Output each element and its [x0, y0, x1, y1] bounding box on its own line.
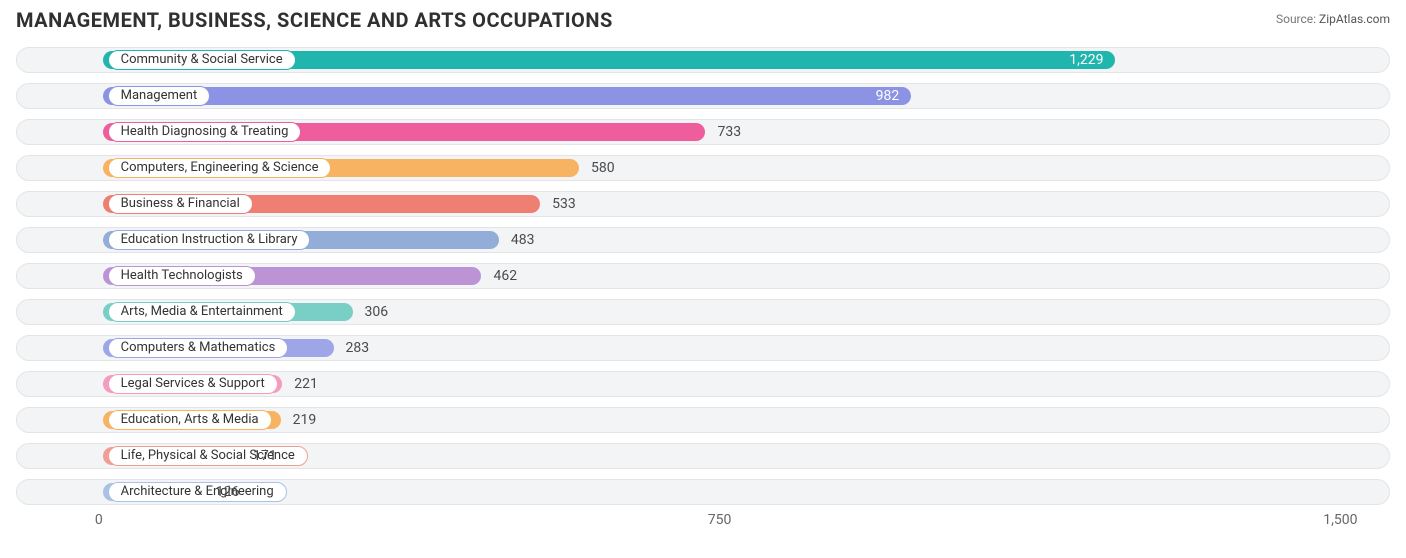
bar-track: Legal Services & Support 221 [16, 371, 1390, 397]
bar-row: Health Technologists 462 [16, 258, 1390, 294]
category-label-pill: Business & Financial [108, 194, 253, 214]
bar-row: Management 982 [16, 78, 1390, 114]
x-axis-tick: 750 [708, 512, 732, 528]
category-label-pill: Life, Physical & Social Science [108, 446, 308, 466]
bar-track: Architecture & Engineering126 [16, 479, 1390, 505]
bar-row: Architecture & Engineering126 [16, 474, 1390, 510]
bar-value-label: 283 [346, 340, 370, 356]
bar-value-label: 1,229 [1069, 52, 1103, 68]
bar-row: Legal Services & Support 221 [16, 366, 1390, 402]
header: MANAGEMENT, BUSINESS, SCIENCE AND ARTS O… [0, 0, 1406, 36]
category-label-pill: Computers & Mathematics [108, 338, 289, 358]
bar-value-label: 221 [294, 376, 318, 392]
bar-row: Arts, Media & Entertainment 306 [16, 294, 1390, 330]
bar-row: Health Diagnosing & Treating 733 [16, 114, 1390, 150]
bar-track: Business & Financial 533 [16, 191, 1390, 217]
bar-value-label: 462 [493, 268, 517, 284]
bar-track: Health Technologists 462 [16, 263, 1390, 289]
bar-value-label: 580 [591, 160, 615, 176]
bar-track: Computers, Engineering & Science 580 [16, 155, 1390, 181]
source-value: ZipAtlas.com [1319, 12, 1390, 26]
bar-value-label: 533 [552, 196, 576, 212]
bar-row: Education, Arts & Media 219 [16, 402, 1390, 438]
chart-area: Community & Social Service 1,229 Managemen… [16, 42, 1390, 510]
category-label-pill: Arts, Media & Entertainment [108, 302, 296, 322]
bar-value-label: 219 [293, 412, 317, 428]
bar-track: Health Diagnosing & Treating 733 [16, 119, 1390, 145]
category-label-pill: Management [108, 86, 211, 106]
bar-value-label: 982 [876, 88, 900, 104]
source-attribution: Source: ZipAtlas.com [1276, 8, 1390, 26]
bar-value-label: 483 [511, 232, 535, 248]
chart: Community & Social Service 1,229 Managemen… [0, 36, 1406, 536]
chart-title: MANAGEMENT, BUSINESS, SCIENCE AND ARTS O… [16, 8, 613, 32]
category-label-pill: Education, Arts & Media [108, 410, 272, 430]
bar-value-label: 171 [253, 448, 277, 464]
bar-track: Arts, Media & Entertainment 306 [16, 299, 1390, 325]
bar-fill [103, 87, 912, 105]
bar-track: Management 982 [16, 83, 1390, 109]
bar-row: Community & Social Service 1,229 [16, 42, 1390, 78]
bar-track: Life, Physical & Social Science171 [16, 443, 1390, 469]
source-label: Source: [1276, 12, 1316, 26]
bar-value-label: 126 [216, 484, 240, 500]
category-label-pill: Community & Social Service [108, 50, 296, 70]
bar-row: Computers, Engineering & Science 580 [16, 150, 1390, 186]
category-label-pill: Health Diagnosing & Treating [108, 122, 302, 142]
bar-row: Education Instruction & Library 483 [16, 222, 1390, 258]
bar-track: Education, Arts & Media 219 [16, 407, 1390, 433]
bar-value-label: 306 [365, 304, 389, 320]
bar-track: Community & Social Service 1,229 [16, 47, 1390, 73]
category-label-pill: Architecture & Engineering [108, 482, 287, 502]
category-label-pill: Legal Services & Support [108, 374, 278, 394]
category-label-pill: Education Instruction & Library [108, 230, 311, 250]
bar-row: Computers & Mathematics 283 [16, 330, 1390, 366]
category-label-pill: Health Technologists [108, 266, 256, 286]
bar-value-label: 733 [717, 124, 741, 140]
bar-track: Education Instruction & Library 483 [16, 227, 1390, 253]
category-label-pill: Computers, Engineering & Science [108, 158, 332, 178]
x-axis-tick: 0 [95, 512, 103, 528]
x-axis-tick: 1,500 [1323, 512, 1357, 528]
x-axis: 0 750 1,500 [16, 512, 1390, 536]
bar-track: Computers & Mathematics 283 [16, 335, 1390, 361]
bar-row: Life, Physical & Social Science171 [16, 438, 1390, 474]
bar-row: Business & Financial 533 [16, 186, 1390, 222]
